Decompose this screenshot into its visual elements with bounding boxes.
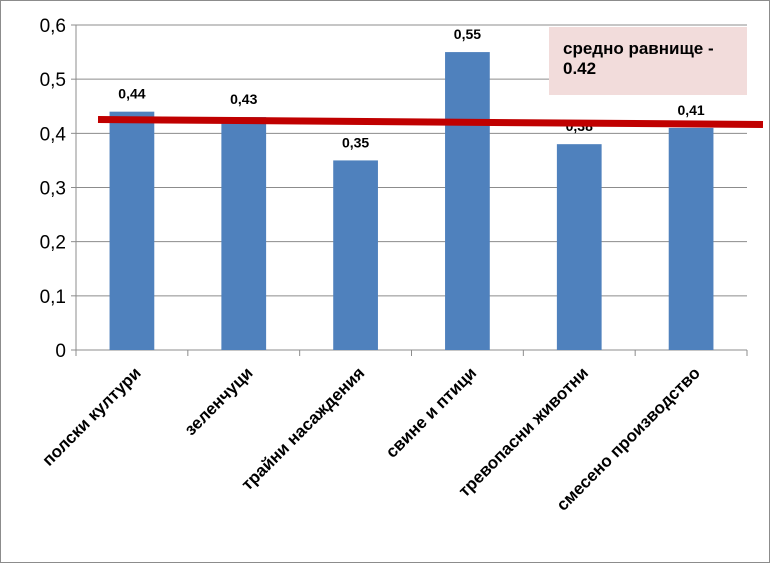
category-label: тревопасни животни xyxy=(455,363,592,500)
bar xyxy=(556,144,602,350)
average-annotation: средно равнище - 0.42 xyxy=(549,27,747,95)
data-label: 0,41 xyxy=(677,102,704,118)
category-label: свине и птици xyxy=(382,363,480,461)
data-label: 0,43 xyxy=(230,91,257,107)
bar xyxy=(445,52,490,350)
y-tick-label: 0 xyxy=(55,341,66,362)
y-tick-label: 0,5 xyxy=(40,70,66,91)
category-label: трайни насаждения xyxy=(238,363,369,494)
y-tick-label: 0,1 xyxy=(40,287,66,308)
bar xyxy=(221,117,267,350)
data-label: 0,55 xyxy=(454,26,481,42)
y-tick-label: 0,4 xyxy=(40,124,67,145)
y-tick-label: 0,3 xyxy=(40,179,66,200)
bar xyxy=(333,160,378,350)
category-label: зеленчуци xyxy=(181,363,257,439)
y-tick-label: 0,2 xyxy=(40,233,66,254)
bar xyxy=(668,127,714,351)
data-label: 0,35 xyxy=(342,134,369,150)
data-label: 0,44 xyxy=(118,86,145,102)
category-label: полски култури xyxy=(38,363,144,469)
bar xyxy=(109,111,155,351)
average-line xyxy=(97,116,764,128)
y-tick-label: 0,6 xyxy=(40,16,66,37)
